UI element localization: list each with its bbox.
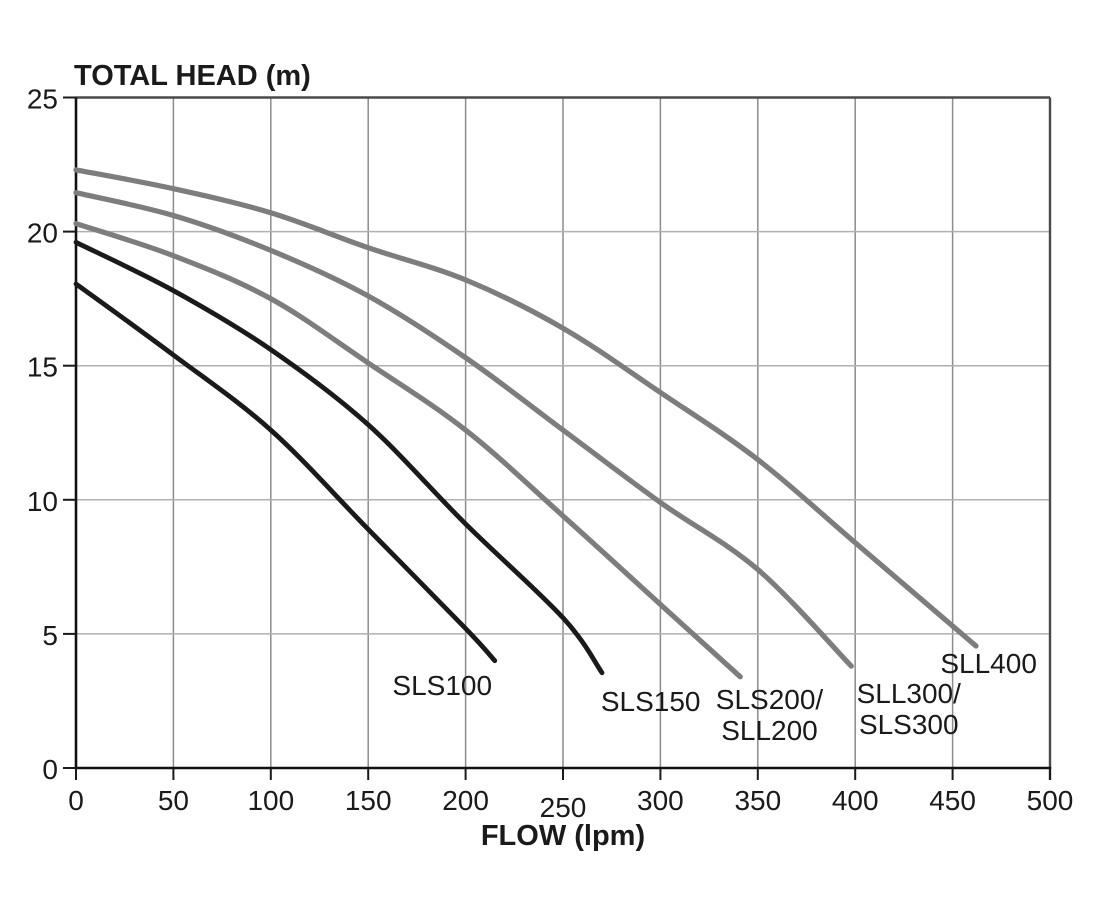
- x-tick-label-300: 300: [637, 785, 684, 816]
- x-tick-label-400: 400: [832, 785, 879, 816]
- curve-label-sls100: SLS100: [392, 670, 492, 701]
- y-tick-label-0: 0: [42, 754, 58, 785]
- curve-label-line: SLL400: [940, 648, 1037, 679]
- x-tick-label-200: 200: [442, 785, 489, 816]
- x-tick-label-50: 50: [158, 785, 189, 816]
- curve-label-sll300-sls300: SLL300/SLS300: [857, 678, 962, 740]
- x-tick-label-150: 150: [345, 785, 392, 816]
- y-tick-label-5: 5: [42, 620, 58, 651]
- x-tick-label-500: 500: [1027, 785, 1074, 816]
- curve-sls150: [73, 239, 605, 676]
- curve-label-sls200-sll200: SLS200/SLL200: [716, 684, 824, 746]
- x-tick-label-350: 350: [734, 785, 781, 816]
- curve-label-sll400: SLL400: [940, 648, 1037, 679]
- curve-label-line: SLL300/: [857, 678, 962, 709]
- curve-label-line: SLS100: [392, 670, 492, 701]
- curve-label-line: SLS300: [859, 709, 959, 740]
- y-tick-label-20: 20: [27, 218, 58, 249]
- curve-label-line: SLS200/: [716, 684, 824, 715]
- chart-title: TOTAL HEAD (m): [74, 60, 311, 92]
- x-axis-title: FLOW (lpm): [481, 820, 645, 852]
- curve-sls100: [73, 281, 498, 664]
- curve-label-line: SLL200: [721, 715, 818, 746]
- y-tick-label-15: 15: [27, 352, 58, 383]
- y-tick-label-25: 25: [27, 84, 58, 115]
- x-tick-label-100: 100: [247, 785, 294, 816]
- x-tick-label-250: 250: [540, 792, 587, 823]
- y-tick-label-10: 10: [27, 486, 58, 517]
- curve-sll400: [73, 167, 979, 649]
- x-tick-label-0: 0: [68, 785, 84, 816]
- x-tick-label-450: 450: [929, 785, 976, 816]
- curve-label-sls150: SLS150: [601, 686, 701, 717]
- curve-sls200-sll200: [73, 221, 743, 680]
- curve-sll300-sls300: [73, 190, 854, 669]
- curve-label-line: SLS150: [601, 686, 701, 717]
